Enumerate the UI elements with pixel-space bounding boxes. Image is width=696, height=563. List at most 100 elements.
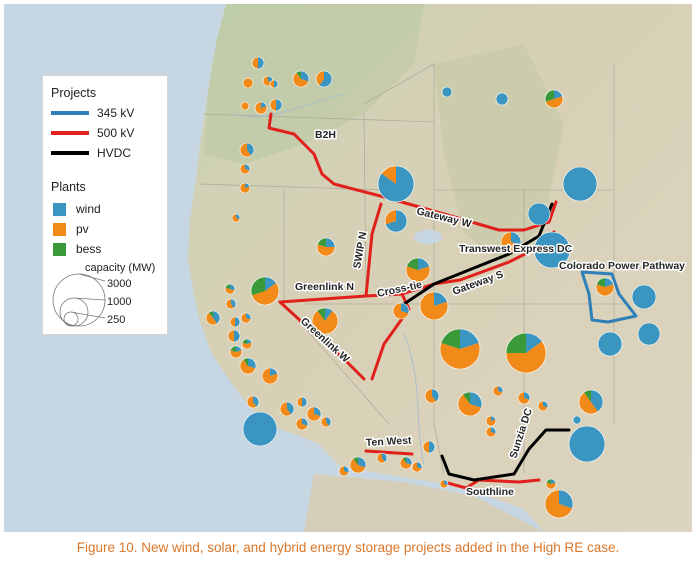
pie-slice bbox=[491, 416, 496, 421]
legend-capacity-1000: 1000 bbox=[107, 296, 132, 308]
plant-pie-marker bbox=[495, 92, 509, 106]
pie-slice bbox=[270, 99, 276, 111]
plant-pie-marker bbox=[246, 395, 260, 409]
pie-slice bbox=[228, 330, 234, 342]
plant-pie-marker bbox=[250, 276, 280, 306]
plant-pie-marker bbox=[349, 456, 367, 474]
plant-pie-marker bbox=[261, 367, 279, 385]
route-transwest-line bbox=[402, 202, 554, 306]
plant-pie-marker bbox=[231, 213, 241, 223]
plant-pie-marker bbox=[377, 165, 415, 203]
pie-outline bbox=[239, 142, 255, 158]
pie-slice bbox=[401, 303, 409, 314]
pie-slice bbox=[241, 102, 249, 110]
pie-slice bbox=[460, 329, 480, 349]
pie-slice bbox=[307, 407, 321, 421]
plant-pie-marker bbox=[568, 425, 606, 463]
pie-slice bbox=[241, 342, 252, 350]
legend-item-500kv: 500 kV bbox=[51, 125, 134, 141]
plant-pie-marker bbox=[424, 388, 440, 404]
pie-slice bbox=[506, 333, 526, 353]
legend-label-wind: wind bbox=[76, 202, 101, 216]
pie-slice bbox=[296, 418, 308, 431]
pie-slice bbox=[420, 292, 449, 321]
plant-pie-marker bbox=[537, 400, 549, 412]
pie-slice bbox=[470, 392, 483, 408]
pie-outline bbox=[544, 489, 574, 519]
plant-pie-marker bbox=[492, 385, 504, 397]
legend-item-bess: bess bbox=[51, 241, 101, 257]
pie-slice bbox=[319, 71, 333, 87]
plant-pie-marker bbox=[441, 86, 453, 98]
capacity-circle-250 bbox=[63, 311, 79, 327]
pie-slice bbox=[253, 396, 259, 407]
plant-pie-marker bbox=[241, 338, 253, 350]
pie-outline bbox=[240, 312, 252, 324]
pie-outline bbox=[269, 79, 279, 89]
pie-slice bbox=[632, 285, 656, 309]
pie-slice bbox=[429, 441, 435, 453]
legend-label-pv: pv bbox=[76, 222, 89, 236]
great-salt-lake bbox=[414, 230, 442, 244]
pie-outline bbox=[250, 276, 280, 306]
plant-pie-marker bbox=[306, 406, 322, 422]
plant-pie-marker bbox=[637, 322, 661, 346]
pie-slice bbox=[226, 299, 234, 309]
pie-slice bbox=[243, 78, 253, 88]
pie-slice bbox=[225, 287, 235, 294]
pie-slice bbox=[317, 308, 325, 321]
plant-pie-marker bbox=[315, 70, 333, 88]
plant-pie-marker bbox=[240, 101, 250, 111]
plant-pie-marker bbox=[439, 479, 449, 489]
pie-slice bbox=[486, 416, 496, 427]
pie-slice bbox=[376, 453, 385, 464]
pie-slice bbox=[240, 313, 251, 323]
plant-pie-marker bbox=[229, 345, 243, 359]
label-ten-west: Ten West bbox=[366, 435, 413, 449]
pie-slice bbox=[526, 333, 543, 353]
pie-slice bbox=[501, 232, 521, 253]
pie-slice bbox=[243, 358, 248, 366]
pie-outline bbox=[544, 89, 564, 109]
route-ten-west-line bbox=[364, 449, 414, 456]
pie-outline bbox=[578, 389, 604, 415]
pie-slice bbox=[270, 368, 278, 376]
route-gateway-w-line bbox=[382, 195, 558, 232]
pie-slice bbox=[385, 210, 408, 233]
route-greenlink-w-line bbox=[278, 300, 366, 381]
plant-pie-marker bbox=[405, 257, 431, 283]
pie-outline bbox=[251, 56, 265, 70]
pie-slice bbox=[315, 71, 324, 86]
label-transwest: Transwest Express DC bbox=[459, 243, 573, 255]
pie-slice bbox=[245, 164, 250, 171]
legend-swatch-wind bbox=[53, 202, 66, 216]
plant-pie-marker bbox=[544, 89, 564, 109]
pie-slice bbox=[406, 258, 418, 270]
pie-slice bbox=[338, 466, 349, 476]
pie-slice bbox=[405, 266, 430, 282]
plant-pie-marker bbox=[229, 316, 241, 328]
pie-slice bbox=[559, 490, 573, 509]
map-canvas: B2H Gateway W SWIP N Transwest Express D… bbox=[4, 4, 692, 532]
plant-pie-marker bbox=[411, 461, 423, 473]
pie-outline bbox=[392, 302, 410, 320]
pie-outline bbox=[242, 77, 254, 89]
plant-pie-marker bbox=[295, 417, 309, 431]
pie-slice bbox=[545, 490, 573, 518]
plant-pie-marker bbox=[225, 298, 237, 310]
plant-pie-marker bbox=[572, 415, 582, 425]
pie-slice bbox=[314, 407, 321, 417]
pie-slice bbox=[583, 390, 591, 402]
pie-outline bbox=[239, 357, 257, 375]
pie-outline bbox=[229, 316, 241, 328]
plant-pie-marker bbox=[254, 101, 268, 115]
pie-slice bbox=[486, 427, 496, 437]
pie-outline bbox=[405, 257, 431, 283]
plant-pie-marker bbox=[242, 77, 254, 89]
pie-outline bbox=[517, 391, 531, 405]
pie-outline bbox=[384, 209, 408, 233]
legend-item-pv: pv bbox=[51, 221, 89, 237]
pie-slice bbox=[276, 99, 282, 111]
pie-outline bbox=[254, 101, 268, 115]
pie-outline bbox=[376, 452, 388, 464]
